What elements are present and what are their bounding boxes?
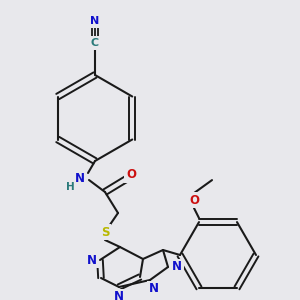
Text: C: C (91, 38, 99, 48)
Text: N: N (114, 290, 124, 300)
Text: S: S (101, 226, 109, 238)
Text: N: N (87, 254, 97, 266)
Text: N: N (149, 283, 159, 296)
Text: N: N (75, 172, 85, 184)
Text: O: O (189, 194, 199, 207)
Text: H: H (66, 182, 74, 192)
Text: N: N (90, 16, 100, 26)
Text: O: O (126, 169, 136, 182)
Text: N: N (172, 260, 182, 274)
